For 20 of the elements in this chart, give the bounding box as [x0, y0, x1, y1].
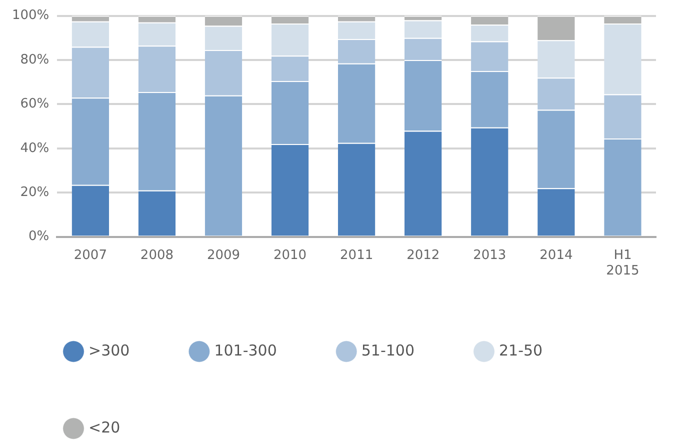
legend-label: 101-300 — [214, 341, 277, 360]
x-tick-label: 2010 — [274, 248, 307, 263]
y-tick-label: 80% — [20, 52, 50, 68]
y-tick-label: 0% — [28, 229, 50, 244]
x-tick-label: 2007 — [74, 248, 107, 263]
x-tick-label: 2009 — [206, 248, 240, 263]
y-tick-label: 60% — [20, 96, 50, 112]
x-tick-label: 2013 — [473, 248, 506, 263]
y-tick-label: 100% — [12, 8, 50, 24]
x-tick-label: 2011 — [340, 248, 374, 263]
x-tick-label: H1 2015 — [606, 248, 640, 279]
x-tick-label: 2012 — [406, 248, 440, 263]
x-tick-label: 2008 — [140, 248, 174, 263]
x-tick-label: 2014 — [540, 248, 573, 263]
legend-label: 51-100 — [361, 341, 415, 360]
legend-label: 21-50 — [499, 341, 543, 360]
legend-label: <20 — [88, 418, 120, 436]
y-tick-label: 20% — [20, 184, 50, 200]
legend-label: >300 — [88, 341, 130, 360]
y-tick-label: 40% — [20, 140, 50, 156]
